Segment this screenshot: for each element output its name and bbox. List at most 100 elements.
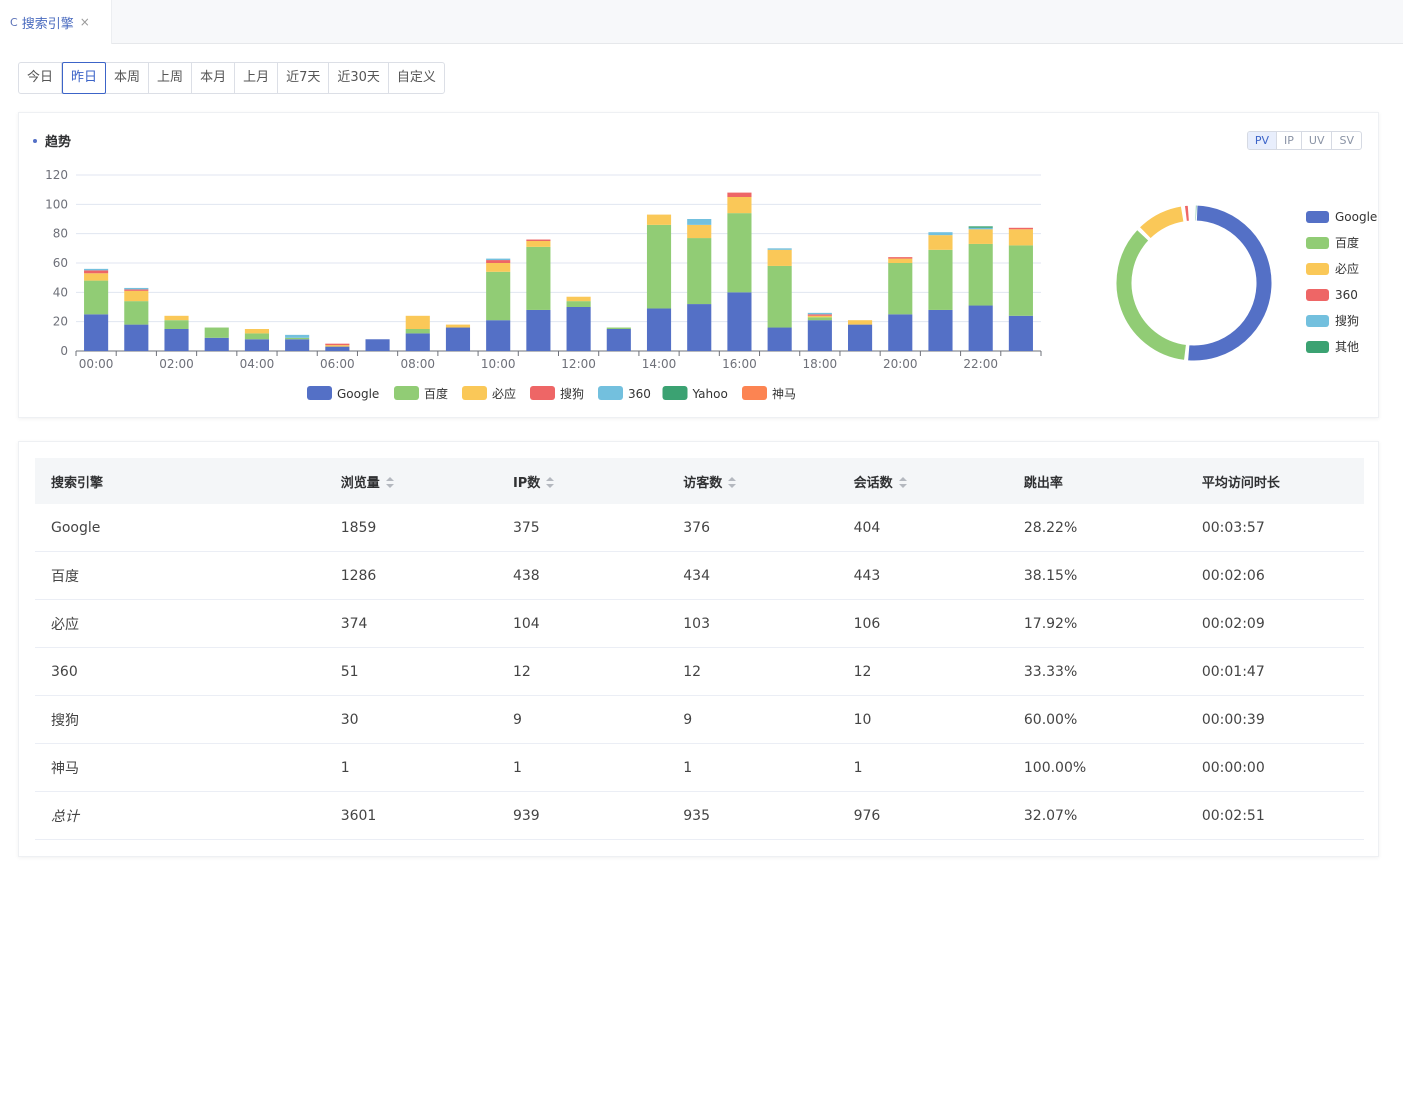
bar-segment — [84, 314, 109, 351]
trend-title-text: 趋势 — [45, 135, 72, 150]
table-cell: 12 — [496, 647, 668, 696]
bar-segment — [486, 271, 511, 321]
table-row: 必应 374 104 103 106 17.92% 00:02:09 — [35, 599, 1364, 648]
legend-swatch — [530, 386, 555, 400]
sort-icon[interactable] — [546, 477, 555, 489]
legend-swatch — [394, 386, 419, 400]
bar-segment — [84, 280, 109, 315]
bar-segment — [727, 213, 752, 293]
bar-segment — [526, 241, 551, 247]
legend-swatch — [598, 386, 623, 400]
legend-label: 神马 — [772, 387, 796, 401]
table-cell: 935 — [667, 791, 838, 840]
table-cell: 443 — [837, 551, 1008, 600]
donut-slice — [1194, 204, 1198, 222]
table-cell: 00:00:00 — [1185, 743, 1364, 792]
donut-slice — [1115, 229, 1187, 361]
table-cell: Google — [35, 504, 325, 552]
bar-segment — [888, 314, 913, 351]
bar-segment — [445, 324, 471, 328]
bar-segment — [928, 232, 953, 236]
bar-segment — [687, 304, 712, 351]
bar-segment — [767, 265, 792, 328]
bar-segment — [445, 327, 471, 351]
table-cell: 1 — [667, 743, 838, 792]
column-header[interactable]: 浏览量 — [325, 458, 497, 504]
bar-segment — [405, 315, 430, 329]
table-cell: 38.15% — [1007, 551, 1186, 600]
bar-segment — [1008, 315, 1033, 351]
legend-swatch — [1306, 315, 1329, 327]
bar-segment — [325, 345, 350, 347]
column-header: 平均访问时长 — [1186, 458, 1364, 504]
legend-label: 必应 — [1335, 261, 1359, 276]
period-button[interactable]: 近30天 — [329, 63, 389, 93]
bar-segment — [968, 305, 993, 351]
bar-segment — [325, 343, 350, 346]
x-tick-label: 22:00 — [963, 357, 998, 371]
period-button[interactable]: 昨日 — [62, 62, 107, 94]
period-button[interactable]: 自定义 — [396, 70, 436, 85]
table-cell: 51 — [324, 647, 497, 696]
table-cell: 00:02:09 — [1185, 599, 1364, 648]
column-header-label: 跳出率 — [1023, 475, 1063, 491]
metric-button[interactable]: SV — [1339, 134, 1354, 147]
legend-swatch — [1306, 237, 1329, 249]
y-tick-label: 0 — [60, 344, 68, 358]
legend-label: 搜狗 — [1335, 313, 1359, 328]
refresh-icon[interactable]: C — [10, 15, 18, 29]
bullet-icon — [33, 138, 37, 143]
table-cell: 106 — [837, 599, 1008, 648]
bar-segment — [727, 197, 752, 214]
sort-icon[interactable] — [898, 477, 907, 489]
column-header[interactable]: IP数 — [497, 458, 667, 504]
metric-button[interactable]: PV — [1247, 132, 1278, 149]
tab-bar: C 搜索引擎 × — [0, 0, 1403, 44]
table-cell: 12 — [667, 647, 838, 696]
bar-segment — [888, 263, 913, 315]
period-button[interactable]: 上月 — [235, 63, 279, 93]
close-icon[interactable]: × — [79, 15, 90, 29]
bar-segment — [164, 315, 189, 321]
bar-segment — [486, 258, 511, 261]
column-header[interactable]: 访客数 — [667, 458, 837, 504]
bar-segment — [968, 243, 993, 306]
tab-search-engine[interactable]: C 搜索引擎 × — [0, 0, 112, 44]
legend-swatch — [462, 386, 487, 400]
column-header-label: 访客数 — [683, 475, 723, 491]
period-button[interactable]: 本周 — [106, 63, 150, 93]
column-header-label: 搜索引擎 — [51, 475, 104, 491]
bar-segment — [486, 263, 511, 272]
table-cell: 30 — [324, 695, 497, 744]
legend-label: Google — [337, 387, 379, 401]
column-header: 搜索引擎 — [35, 458, 325, 504]
table-cell: 9 — [667, 695, 838, 744]
sort-icon[interactable] — [385, 477, 394, 489]
bar-segment — [1008, 229, 1033, 246]
bar-segment — [968, 229, 993, 244]
donut-slice — [1183, 204, 1190, 222]
bar-segment — [646, 308, 672, 351]
table-cell: 17.92% — [1007, 599, 1186, 648]
table-cell: 搜狗 — [35, 695, 325, 744]
x-tick-label: 08:00 — [400, 357, 435, 371]
sort-icon[interactable] — [728, 477, 737, 489]
metric-button[interactable]: IP — [1277, 132, 1302, 149]
period-button[interactable]: 上周 — [149, 63, 193, 93]
table-cell: 00:02:51 — [1185, 791, 1364, 840]
bar-segment — [687, 224, 712, 239]
x-tick-label: 20:00 — [883, 357, 918, 371]
column-header[interactable]: 会话数 — [838, 458, 1008, 504]
period-button[interactable]: 本月 — [192, 63, 236, 93]
period-button[interactable]: 今日 — [19, 63, 63, 93]
table-cell: 976 — [837, 791, 1008, 840]
table-cell: 375 — [496, 504, 668, 552]
bar-segment — [244, 329, 269, 334]
period-button[interactable]: 近7天 — [278, 63, 330, 93]
bar-segment — [848, 320, 873, 325]
engine-table: 搜索引擎 浏览量 IP数 访客数 会话数 跳出率 平均访问时长 Google 1859 375 3… — [35, 458, 1364, 840]
legend-label: 其他 — [1335, 340, 1359, 354]
bar-segment — [124, 289, 149, 291]
metric-button[interactable]: UV — [1302, 132, 1333, 149]
bar-segment — [928, 249, 953, 310]
